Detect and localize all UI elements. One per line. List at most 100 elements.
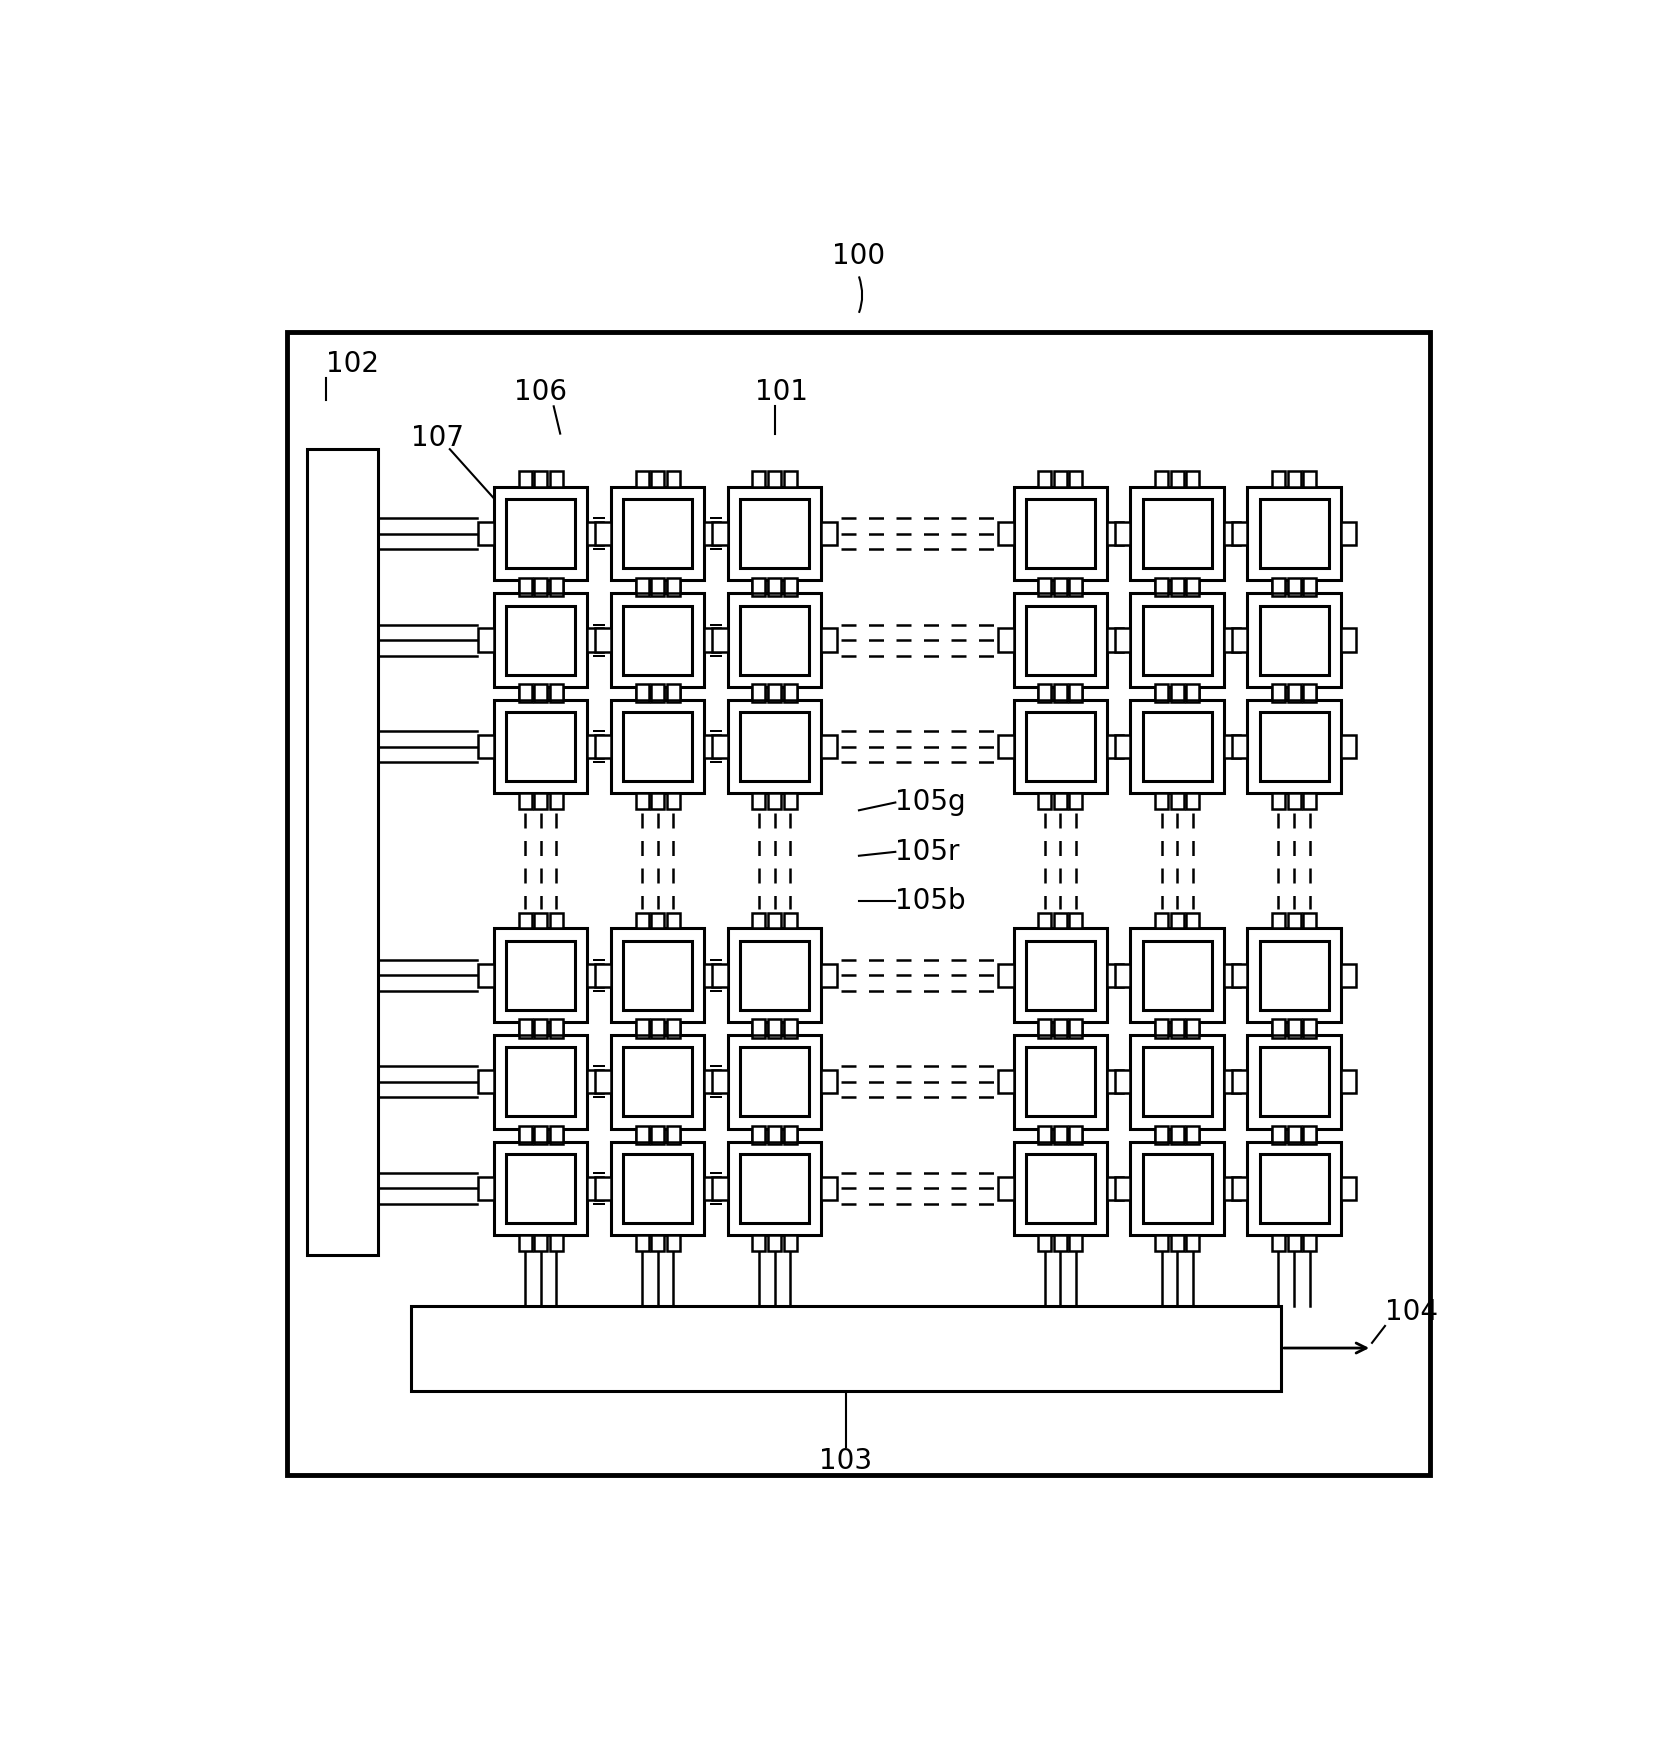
Bar bbox=[1130, 1141, 1223, 1235]
Bar bbox=[1223, 1071, 1240, 1094]
Bar bbox=[623, 1154, 692, 1222]
Bar bbox=[1054, 794, 1068, 810]
Bar bbox=[784, 684, 796, 700]
Bar bbox=[1287, 1021, 1301, 1037]
Bar bbox=[518, 580, 531, 596]
Bar bbox=[478, 1071, 494, 1094]
Bar bbox=[1187, 794, 1200, 810]
Bar bbox=[727, 1035, 821, 1129]
Bar bbox=[1287, 1235, 1301, 1251]
Bar bbox=[1287, 580, 1301, 596]
Bar bbox=[623, 605, 692, 674]
Bar bbox=[635, 579, 649, 593]
Bar bbox=[635, 1020, 649, 1035]
Bar bbox=[650, 1129, 664, 1145]
Bar bbox=[623, 713, 692, 781]
Bar bbox=[518, 1020, 531, 1035]
Bar bbox=[1155, 1129, 1168, 1145]
Bar bbox=[550, 914, 563, 928]
Bar bbox=[1272, 794, 1285, 810]
Bar bbox=[821, 736, 836, 759]
Bar bbox=[1187, 1021, 1200, 1037]
Bar bbox=[1069, 914, 1083, 928]
Bar bbox=[1247, 1035, 1341, 1129]
Bar bbox=[1069, 1125, 1083, 1141]
Bar bbox=[667, 686, 680, 702]
Bar bbox=[1187, 914, 1200, 928]
Bar bbox=[753, 1125, 766, 1141]
Bar bbox=[535, 1235, 548, 1251]
Bar bbox=[1287, 1129, 1301, 1145]
Bar bbox=[1287, 686, 1301, 702]
Bar bbox=[1037, 1125, 1051, 1141]
Bar bbox=[768, 794, 781, 810]
Bar bbox=[550, 1021, 563, 1037]
Bar bbox=[1037, 914, 1051, 928]
Bar bbox=[1037, 471, 1051, 487]
Bar bbox=[650, 1021, 664, 1037]
Bar bbox=[1037, 1020, 1051, 1035]
Bar bbox=[635, 471, 649, 487]
Bar bbox=[1172, 471, 1183, 487]
Bar bbox=[1287, 1125, 1301, 1141]
Bar bbox=[784, 686, 796, 702]
Bar bbox=[1143, 1048, 1212, 1117]
Bar bbox=[741, 1048, 810, 1117]
Bar bbox=[650, 1125, 664, 1141]
Bar bbox=[1108, 963, 1123, 986]
Bar bbox=[1172, 794, 1183, 810]
Bar bbox=[610, 700, 704, 794]
Bar bbox=[1155, 1021, 1168, 1037]
Bar bbox=[635, 914, 649, 928]
Bar bbox=[1054, 1235, 1068, 1251]
Bar bbox=[595, 522, 610, 545]
Bar bbox=[1187, 1129, 1200, 1145]
Bar bbox=[1341, 522, 1356, 545]
Text: 104: 104 bbox=[1384, 1298, 1438, 1327]
Text: 102: 102 bbox=[327, 349, 379, 377]
Bar bbox=[610, 593, 704, 686]
Bar bbox=[623, 940, 692, 1009]
Bar bbox=[1232, 1071, 1247, 1094]
Bar bbox=[1155, 471, 1168, 487]
Bar bbox=[288, 332, 1430, 1475]
Bar bbox=[1054, 579, 1068, 593]
Bar bbox=[1304, 1020, 1316, 1035]
Bar bbox=[1037, 1021, 1051, 1037]
Bar bbox=[667, 579, 680, 593]
Bar bbox=[1155, 914, 1168, 928]
Bar bbox=[997, 963, 1014, 986]
Bar bbox=[1187, 471, 1200, 487]
Bar bbox=[704, 522, 721, 545]
Bar bbox=[1304, 579, 1316, 593]
Bar bbox=[494, 1141, 588, 1235]
Bar bbox=[753, 1020, 766, 1035]
Bar bbox=[741, 1154, 810, 1222]
Bar bbox=[1287, 794, 1301, 810]
Bar bbox=[712, 1071, 727, 1094]
Bar bbox=[667, 1021, 680, 1037]
Bar bbox=[1272, 579, 1285, 593]
Bar bbox=[1272, 580, 1285, 596]
Bar bbox=[518, 1129, 531, 1145]
Bar bbox=[506, 1154, 575, 1222]
Text: 107: 107 bbox=[411, 423, 464, 452]
Bar bbox=[1130, 593, 1223, 686]
Bar bbox=[1054, 684, 1068, 700]
Bar bbox=[1014, 487, 1108, 580]
Bar bbox=[494, 700, 588, 794]
Bar bbox=[821, 628, 836, 653]
Bar bbox=[667, 914, 680, 928]
Bar bbox=[1247, 487, 1341, 580]
Bar bbox=[635, 684, 649, 700]
Bar bbox=[1026, 499, 1094, 568]
Bar bbox=[1069, 580, 1083, 596]
Bar bbox=[1172, 914, 1183, 928]
Bar bbox=[623, 1048, 692, 1117]
Bar bbox=[1069, 1235, 1083, 1251]
Bar bbox=[1232, 522, 1247, 545]
Bar bbox=[478, 522, 494, 545]
Bar bbox=[650, 1020, 664, 1035]
Bar bbox=[1014, 1035, 1108, 1129]
Bar bbox=[550, 471, 563, 487]
